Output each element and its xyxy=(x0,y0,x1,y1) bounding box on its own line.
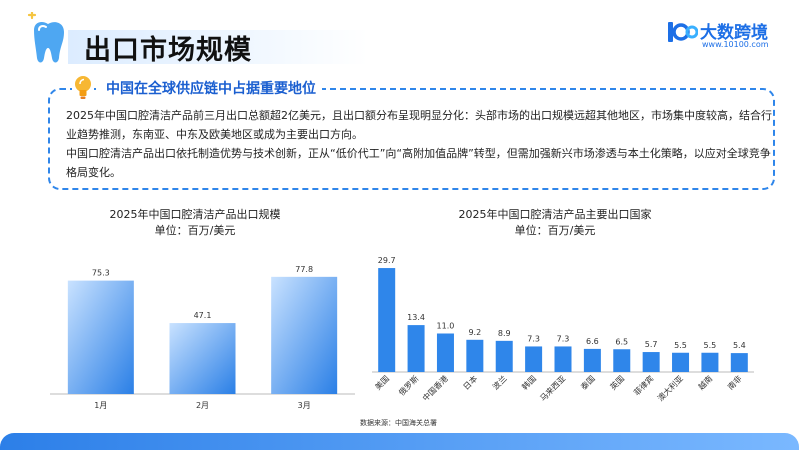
chart2-value-label: 5.5 xyxy=(704,341,717,350)
chart2-bar xyxy=(642,352,660,372)
chart1-value-label: 75.3 xyxy=(92,269,110,278)
chart2-value-label: 7.3 xyxy=(527,334,540,343)
chart2-bar xyxy=(378,268,396,372)
chart1-bar xyxy=(169,323,236,394)
chart2-bar xyxy=(525,346,543,372)
chart2-category-label: 俄罗斯 xyxy=(396,373,420,397)
chart2-value-label: 7.3 xyxy=(557,334,570,343)
chart2-bar xyxy=(672,352,690,372)
chart2-category-label: 韩国 xyxy=(520,373,538,391)
lightbulb-icon xyxy=(72,73,94,101)
chart2-value-label: 5.5 xyxy=(674,341,687,350)
chart2-value-label: 6.6 xyxy=(586,337,599,346)
chart2-category-label: 澳大利亚 xyxy=(655,373,685,403)
chart2-title: 2025年中国口腔清洁产品主要出口国家 xyxy=(458,208,652,221)
bottom-band xyxy=(0,433,799,450)
chart2-value-label: 29.7 xyxy=(378,256,396,265)
chart2-value-label: 6.5 xyxy=(615,337,628,346)
chart2-category-label: 越南 xyxy=(696,373,714,391)
chart2-category-label: 南非 xyxy=(725,373,743,391)
chart1-svg: 75.3 1月 47.1 2月 77.8 3月 xyxy=(50,265,355,410)
chart2-category-label: 马来西亚 xyxy=(538,374,567,403)
chart2-category-label: 泰国 xyxy=(578,373,596,391)
title-background xyxy=(68,30,368,64)
header: 出口市场规模 大数跨境 www.10100.com xyxy=(0,0,799,70)
chart2-bar xyxy=(466,339,484,372)
logo-mark-icon xyxy=(668,22,698,42)
brand-logo[interactable]: 大数跨境 www.10100.com xyxy=(666,16,786,60)
chart2-bar xyxy=(613,349,631,372)
chart1-subtitle: 单位：百万/美元 xyxy=(154,224,236,237)
info-paragraph-2: 中国口腔清洁产品出口依托制造优势与技术创新，正从“低价代工”向“高附加值品牌”转… xyxy=(66,147,771,179)
chart2-bar xyxy=(583,348,601,372)
chart2-value-label: 9.2 xyxy=(468,328,481,337)
chart2-category-label: 日本 xyxy=(461,373,479,391)
chart1-category-label: 2月 xyxy=(196,401,209,410)
chart2-value-label: 11.0 xyxy=(437,322,455,331)
page-title: 出口市场规模 xyxy=(84,35,252,66)
chart1-value-label: 77.8 xyxy=(295,265,313,274)
chart2-value-label: 5.7 xyxy=(645,340,658,349)
chart1-value-label: 47.1 xyxy=(194,311,212,320)
logo-name: 大数跨境 xyxy=(700,23,768,43)
chart2-bar xyxy=(701,352,719,372)
chart2-bar xyxy=(407,325,425,372)
info-box xyxy=(48,88,775,190)
chart1-category-label: 1月 xyxy=(94,401,107,410)
chart2-subtitle: 单位：百万/美元 xyxy=(514,224,596,237)
chart2-value-label: 13.4 xyxy=(407,313,425,322)
tooth-icon xyxy=(27,12,64,63)
info-paragraph-1: 2025年中国口腔清洁产品前三月出口总额超2亿美元，且出口额分布呈现明显分化：头… xyxy=(66,109,772,141)
chart2-value-label: 8.9 xyxy=(498,329,511,338)
chart1-category-label: 3月 xyxy=(298,401,311,410)
chart1-bar xyxy=(67,280,134,394)
chart1-title: 2025年中国口腔清洁产品出口规模 xyxy=(109,208,281,221)
chart2-bar xyxy=(436,333,454,372)
chart1-bar xyxy=(271,276,338,394)
chart2-category-label: 英国 xyxy=(608,373,626,391)
chart2-bar xyxy=(495,340,513,372)
chart2-category-label: 波兰 xyxy=(490,373,508,391)
chart2-bar xyxy=(730,353,748,372)
chart2-category-label: 菲律宾 xyxy=(632,373,656,397)
logo-url: www.10100.com xyxy=(702,40,769,49)
chart2-category-label: 美国 xyxy=(373,373,391,391)
data-source: 数据来源：中国海关总署 xyxy=(360,419,437,427)
chart2-svg: 29.7 美国 13.4 俄罗斯 11.0 中国香港 9.2 日本 8.9 波兰 7.3 韩国 7.3 马… xyxy=(372,256,754,403)
chart2-bar xyxy=(554,346,572,372)
info-heading: 中国在全球供应链中占据重要地位 xyxy=(100,78,322,98)
chart2-value-label: 5.4 xyxy=(733,341,746,350)
chart2-category-label: 中国香港 xyxy=(420,373,450,403)
